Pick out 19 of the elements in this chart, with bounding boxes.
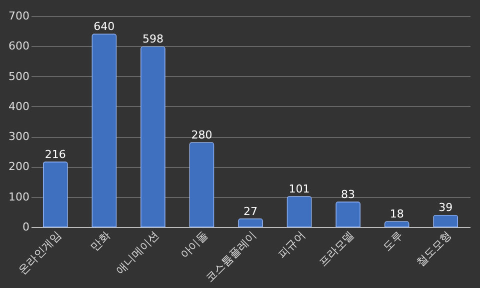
data-label: 83: [341, 188, 356, 201]
data-label: 18: [390, 208, 404, 221]
data-label: 27: [244, 204, 258, 218]
y-tick-label: 0: [22, 220, 30, 234]
y-tick-label: 100: [8, 190, 30, 204]
y-tick-label: 500: [8, 70, 30, 83]
y-tick-label: 400: [8, 100, 30, 113]
data-label: 280: [191, 128, 212, 142]
y-tick-label: 600: [8, 40, 30, 53]
data-label: 101: [288, 182, 310, 196]
y-tick-label: 200: [8, 160, 30, 174]
data-label: 216: [44, 148, 66, 161]
data-label: 640: [94, 20, 115, 34]
y-tick-label: 300: [8, 130, 30, 144]
data-label: 39: [438, 201, 453, 214]
x-tick-label: 만화: [88, 228, 113, 254]
data-label: 598: [142, 32, 164, 46]
x-tick-label: 도루: [380, 228, 406, 254]
y-tick-label: 700: [8, 10, 30, 22]
